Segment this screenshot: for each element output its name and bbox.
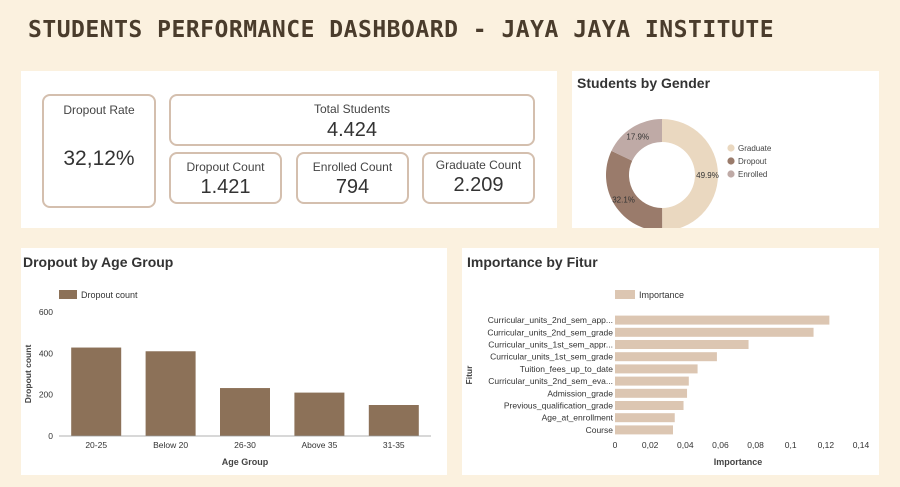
x-tick-label-5: 0,1 <box>785 440 797 450</box>
y-tick-label-400: 400 <box>39 348 53 358</box>
enrolled-count-label: Enrolled Count <box>312 160 393 174</box>
y-axis-title: Dropout count <box>23 345 33 404</box>
bar-course <box>615 425 673 435</box>
y-tick-label-200: 200 <box>39 390 53 400</box>
importance-chart-title: Importance by Fitur <box>467 254 598 270</box>
age-panel: Dropout by Age Group Dropout count 0 200 40… <box>21 248 447 475</box>
y-tick-label-curricular-units-2nd-sem-app: Curricular_units_2nd_sem_app... <box>488 315 613 325</box>
y-axis-title: Fitur <box>464 365 474 385</box>
y-tick-label-previous-qualification-grade: Previous_qualification_grade <box>504 401 613 411</box>
bar-curricular-units-1st-sem-appr <box>615 340 749 349</box>
dropout-count-card: Dropout Count 1.421 <box>169 152 282 204</box>
enrolled-count-value: 794 <box>335 176 370 198</box>
age-bar-chart: Dropout count 0 200 400 600 20-25 Below 20 26-3… <box>23 290 431 467</box>
x-tick-label-7: 0,14 <box>853 440 870 450</box>
bar-20-25 <box>71 347 122 436</box>
gender-chart-title: Students by Gender <box>577 75 711 91</box>
y-tick-label-tuition-fees-up-to-date: Tuition_fees_up_to_date <box>520 364 614 374</box>
dropout-count-label: Dropout Count <box>186 160 265 174</box>
y-tick-label-age-at-enrollment: Age_at_enrollment <box>542 413 614 423</box>
graduate-count-label: Graduate Count <box>435 158 522 172</box>
bar-age-at-enrollment <box>615 413 675 423</box>
bar-tuition-fees-up-to-date <box>615 364 698 374</box>
bar-curricular-units-2nd-sem-app <box>615 315 830 325</box>
importance-bar-chart: Importance Curricular_units_2nd_sem_app..… <box>464 290 870 467</box>
dashboard-title: STUDENTS PERFORMANCE DASHBOARD - JAYA JA… <box>28 17 775 43</box>
y-tick-label-curricular-units-2nd-sem-grade: Curricular_units_2nd_sem_grade <box>487 327 613 337</box>
x-tick-label-31-35: 31-35 <box>383 440 405 450</box>
x-tick-label-6: 0,12 <box>818 440 835 450</box>
enrolled-count-card: Enrolled Count 794 <box>296 152 409 204</box>
x-tick-label-20-25: 20-25 <box>85 440 107 450</box>
dropout-rate-label: Dropout Rate <box>63 103 135 117</box>
y-tick-label-course: Course <box>586 425 614 435</box>
legend-label-graduate: Graduate <box>738 144 772 153</box>
y-tick-label-0: 0 <box>48 431 53 441</box>
bar-curricular-units-1st-sem-grade <box>615 352 717 362</box>
kpi-panel: Dropout Rate 32,12% Total Students 4.424… <box>21 71 557 228</box>
x-tick-label-1: 0,02 <box>642 440 659 450</box>
legend-label-dropout-count: Dropout count <box>81 290 138 300</box>
dropout-rate-card: Dropout Rate 32,12% <box>42 94 156 208</box>
y-tick-label-curricular-units-1st-sem-appr: Curricular_units_1st_sem_appr... <box>488 340 613 350</box>
gender-panel: Students by Gender 49.9% 32.1% 17.9% Gradua… <box>572 71 879 228</box>
graduate-count-card: Graduate Count 2.209 <box>422 152 535 204</box>
bar-previous-qualification-grade <box>615 401 684 410</box>
dropout-count-value: 1.421 <box>200 176 251 198</box>
y-tick-label-admission-grade: Admission_grade <box>547 388 613 398</box>
legend-marker-dropout <box>727 157 735 165</box>
donut-value-label-graduate: 49.9% <box>696 171 719 180</box>
x-tick-label-26-30: 26-30 <box>234 440 256 450</box>
y-tick-label-600: 600 <box>39 307 53 317</box>
bar-26-30 <box>220 388 270 436</box>
x-tick-label-4: 0,08 <box>747 440 764 450</box>
bar-31-35 <box>368 405 419 436</box>
y-tick-label-curricular-units-2nd-sem-eva: Curricular_units_2nd_sem_eva... <box>488 376 613 386</box>
legend-marker-dropout-count <box>59 290 77 299</box>
bar-admission-grade <box>615 388 688 398</box>
x-tick-label-above-35: Above 35 <box>301 440 337 450</box>
x-tick-label-below-20: Below 20 <box>153 440 188 450</box>
donut-value-label-enrolled: 17.9% <box>626 133 649 142</box>
y-tick-label-curricular-units-1st-sem-grade: Curricular_units_1st_sem_grade <box>490 352 613 362</box>
legend-label-enrolled: Enrolled <box>738 170 767 179</box>
dropout-rate-value: 32,12% <box>63 147 135 170</box>
bar-below-20 <box>145 351 196 436</box>
importance-panel: Importance by Fitur Importance Curricular… <box>462 248 879 475</box>
bar-above-35 <box>294 392 345 436</box>
legend-label-dropout: Dropout <box>738 157 767 166</box>
total-students-value: 4.424 <box>326 119 378 141</box>
graduate-count-value: 2.209 <box>453 174 504 196</box>
legend-marker-enrolled <box>727 170 735 178</box>
age-chart-title: Dropout by Age Group <box>23 254 174 270</box>
x-tick-label-0: 0 <box>613 440 618 450</box>
x-axis-title: Importance <box>714 457 763 467</box>
legend-marker-importance <box>615 290 635 299</box>
legend-label-importance: Importance <box>639 290 684 300</box>
bar-curricular-units-2nd-sem-grade <box>615 327 814 337</box>
legend-marker-graduate <box>727 144 735 152</box>
total-students-card: Total Students 4.424 <box>169 94 535 146</box>
donut-slice-graduate <box>662 118 719 228</box>
x-axis-title: Age Group <box>222 457 269 467</box>
bar-curricular-units-2nd-sem-eva <box>615 376 689 386</box>
total-students-label: Total Students <box>313 102 391 116</box>
x-tick-label-2: 0,04 <box>677 440 694 450</box>
donut-value-label-dropout: 32.1% <box>612 195 635 204</box>
donut-slice-enrolled <box>611 119 662 161</box>
donut-slice-dropout <box>606 150 663 228</box>
x-tick-label-3: 0,06 <box>712 440 729 450</box>
gender-donut-chart: 49.9% 32.1% 17.9% Graduate Dropout Enrolled <box>606 118 772 228</box>
